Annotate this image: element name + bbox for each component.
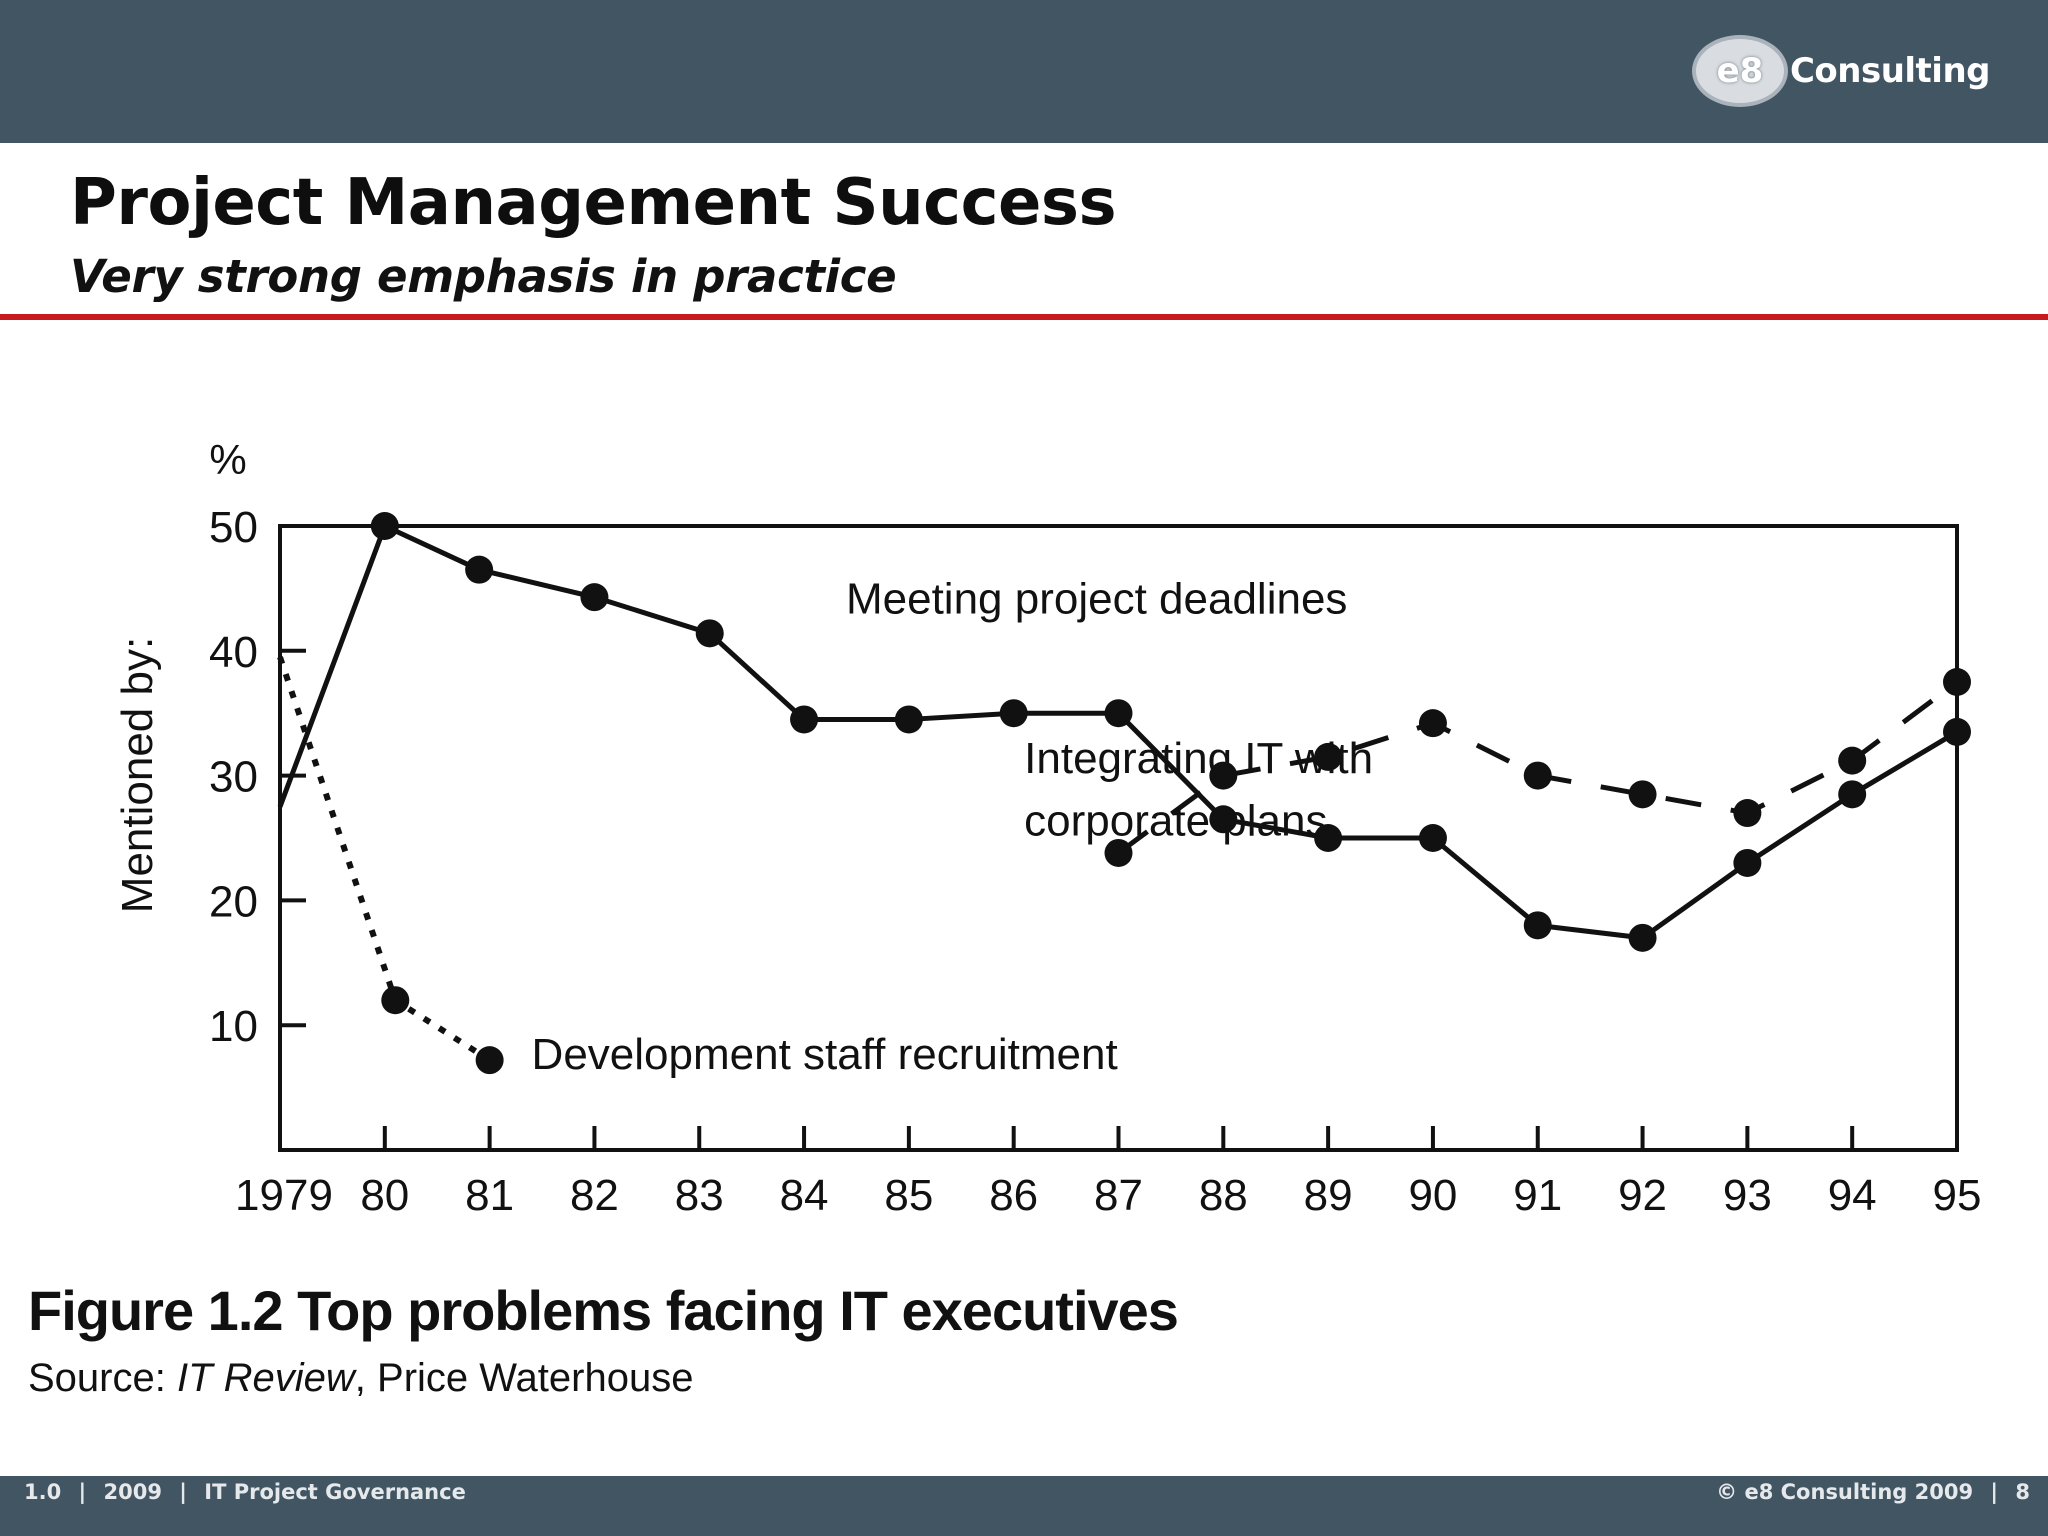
page-title: Project Management Success (70, 166, 1117, 240)
x-tick-label: 80 (360, 1171, 409, 1220)
source-prefix: Source: (28, 1356, 177, 1400)
data-point (465, 555, 494, 584)
footer-version: 1.0 (24, 1480, 62, 1504)
footer-year: 2009 (103, 1480, 162, 1504)
page-subtitle: Very strong emphasis in practice (70, 250, 897, 303)
y-tick-label: 50 (209, 503, 258, 552)
data-point (894, 705, 923, 734)
line-chart: 10 20 30 40 50% Mentioned by: 1979 80 81 82 83 84 85… (113, 436, 1982, 1220)
data-point (1104, 838, 1133, 867)
footer-separator: | (179, 1480, 187, 1504)
data-point (475, 1046, 504, 1075)
footer-bar: 1.0 | 2009 | IT Project Governance © e8 … (0, 1476, 2048, 1536)
x-tick-label: 84 (780, 1171, 829, 1220)
data-point (1628, 780, 1657, 809)
x-tick-label: 82 (570, 1171, 619, 1220)
data-point (1943, 717, 1971, 746)
y-tick-label: 10 (209, 1002, 258, 1051)
x-tick-label: 95 (1933, 1171, 1982, 1220)
data-point (1523, 911, 1552, 940)
data-point (1628, 923, 1657, 952)
x-tick-label: 91 (1513, 1171, 1562, 1220)
x-tick-label: 87 (1094, 1171, 1143, 1220)
series-annotation: corporate plans (1024, 797, 1327, 846)
footer-page-number: 8 (2015, 1480, 2030, 1504)
y-unit-label: % (209, 436, 246, 483)
x-tick-label: 90 (1408, 1171, 1457, 1220)
x-tick-label: 89 (1304, 1171, 1353, 1220)
data-point (1104, 699, 1133, 728)
data-point (381, 986, 410, 1015)
x-tick-label: 85 (884, 1171, 933, 1220)
series-annotation: Meeting project deadlines (846, 574, 1347, 623)
source-suffix: , Price Waterhouse (354, 1356, 694, 1400)
x-tick-label: 92 (1618, 1171, 1667, 1220)
footer-copyright: © e8 Consulting 2009 (1716, 1480, 1974, 1504)
data-point (790, 705, 819, 734)
y-tick-label: 40 (209, 628, 258, 677)
footer-right: © e8 Consulting 2009 | 8 (1716, 1480, 2030, 1504)
data-point (1314, 742, 1343, 771)
data-point (1209, 805, 1238, 834)
x-tick-label: 81 (465, 1171, 514, 1220)
y-axis-title: Mentioned by: (113, 637, 162, 913)
data-point (1838, 780, 1867, 809)
y-tick-label: 20 (209, 877, 258, 926)
x-tick-label: 86 (989, 1171, 1038, 1220)
logo-text: Consulting (1789, 51, 1991, 91)
x-tick-label: 88 (1199, 1171, 1248, 1220)
footer-project: IT Project Governance (204, 1480, 466, 1504)
data-point (999, 699, 1028, 728)
data-point (1523, 761, 1552, 790)
data-point (1943, 668, 1971, 696)
data-point (1838, 746, 1867, 775)
data-point (580, 583, 609, 612)
footer-separator: | (78, 1480, 87, 1504)
footer-separator: | (1990, 1480, 1999, 1504)
title-divider (0, 314, 2048, 320)
x-tick-label: 94 (1828, 1171, 1877, 1220)
data-point (1314, 824, 1343, 852)
x-tick-label: 1979 (235, 1171, 333, 1220)
logo-badge-icon: e8 (1691, 35, 1788, 107)
series-annotation: Integrating IT with (1024, 734, 1373, 783)
data-point (370, 512, 399, 540)
data-point (1733, 799, 1762, 828)
header-bar: e8 Consulting (0, 0, 2048, 143)
series-annotation: Development staff recruitment (532, 1030, 1118, 1079)
source-publication: IT Review (176, 1356, 355, 1400)
data-point (1209, 761, 1238, 790)
company-logo: e8 Consulting (1691, 34, 1991, 108)
data-point (1418, 824, 1447, 852)
y-tick-label: 30 (209, 753, 258, 802)
data-point (1418, 709, 1447, 738)
figure-source: Source: IT Review, Price Waterhouse (28, 1356, 693, 1401)
data-point (1733, 848, 1762, 877)
footer-left: 1.0 | 2009 | IT Project Governance (24, 1480, 476, 1504)
data-point (695, 619, 724, 648)
x-tick-label: 93 (1723, 1171, 1772, 1220)
x-tick-label: 83 (675, 1171, 724, 1220)
figure-caption: Figure 1.2 Top problems facing IT execut… (28, 1279, 1179, 1342)
